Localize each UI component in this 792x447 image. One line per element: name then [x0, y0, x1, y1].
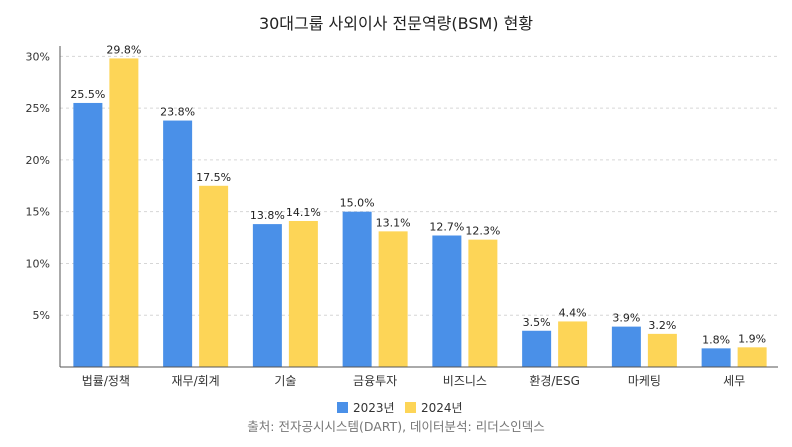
chart-title: 30대그룹 사외이사 전문역량(BSM) 현황 — [259, 14, 533, 33]
data-label: 17.5% — [196, 171, 231, 184]
legend-swatch — [405, 402, 416, 413]
data-label: 25.5% — [70, 88, 105, 101]
x-category-label: 법률/정책 — [82, 373, 130, 388]
bar-2024년-마케팅 — [647, 333, 677, 367]
bar-2024년-기술 — [288, 220, 318, 367]
data-label: 12.7% — [429, 220, 464, 233]
data-label: 23.8% — [160, 106, 195, 119]
y-tick-label: 15% — [26, 206, 50, 219]
y-tick-label: 10% — [26, 257, 50, 270]
x-category-label: 비즈니스 — [443, 374, 487, 388]
bar-2023년-금융투자 — [342, 211, 372, 367]
bar-2023년-재무/회계 — [163, 120, 193, 367]
data-label: 15.0% — [340, 197, 375, 210]
x-category-label: 재무/회계 — [172, 374, 220, 388]
x-category-label: 세무 — [723, 374, 745, 388]
data-label: 3.2% — [648, 319, 676, 332]
bar-2024년-세무 — [737, 347, 767, 367]
y-tick-label: 5% — [33, 309, 50, 322]
data-label: 1.9% — [738, 332, 766, 345]
x-axis-categories: 법률/정책 재무/회계 기술 금융투자 비즈니스 환경/ESG 마케팅 세무 — [82, 373, 745, 388]
data-label: 12.3% — [465, 225, 500, 238]
bar-2024년-비즈니스 — [468, 239, 498, 367]
data-label: 3.9% — [612, 312, 640, 325]
bar-2024년-법률/정책 — [109, 58, 139, 367]
x-category-label: 마케팅 — [628, 374, 661, 388]
bar-2023년-마케팅 — [611, 326, 641, 367]
bar-2024년-금융투자 — [378, 231, 408, 367]
data-label: 4.4% — [559, 306, 587, 319]
bar-2023년-환경/ESG — [522, 330, 552, 367]
y-axis-ticks: 5% 10% 15% 20% 25% 30% — [26, 50, 50, 322]
legend: 2023년 2024년 — [337, 401, 463, 415]
bars — [73, 58, 767, 368]
y-tick-label: 30% — [26, 50, 50, 63]
bar-2023년-비즈니스 — [432, 235, 462, 367]
bar-2023년-법률/정책 — [73, 102, 103, 368]
legend-label: 2023년 — [353, 401, 395, 415]
bar-2024년-재무/회계 — [199, 185, 229, 367]
data-labels: 25.5% 29.8% 23.8% 17.5% 13.8% 14.1% 15.0%13.1%… — [70, 43, 766, 346]
bar-2023년-세무 — [701, 348, 731, 367]
x-category-label: 기술 — [274, 374, 296, 388]
bar-2024년-환경/ESG — [558, 321, 588, 367]
data-label: 3.5% — [523, 316, 551, 329]
data-label: 13.1% — [376, 216, 411, 229]
data-label: 14.1% — [286, 206, 321, 219]
data-label: 13.8% — [250, 209, 285, 222]
bar-2023년-기술 — [252, 224, 282, 367]
source-note: 출처: 전자공시시스템(DART), 데이터분석: 리더스인덱스 — [247, 419, 544, 434]
data-label: 29.8% — [106, 43, 141, 56]
x-category-label: 금융투자 — [353, 374, 397, 388]
y-tick-label: 20% — [26, 154, 50, 167]
y-tick-label: 25% — [26, 102, 50, 115]
data-label: 1.8% — [702, 333, 730, 346]
x-category-label: 환경/ESG — [529, 374, 580, 388]
legend-swatch — [337, 402, 348, 413]
legend-label: 2024년 — [421, 401, 463, 415]
